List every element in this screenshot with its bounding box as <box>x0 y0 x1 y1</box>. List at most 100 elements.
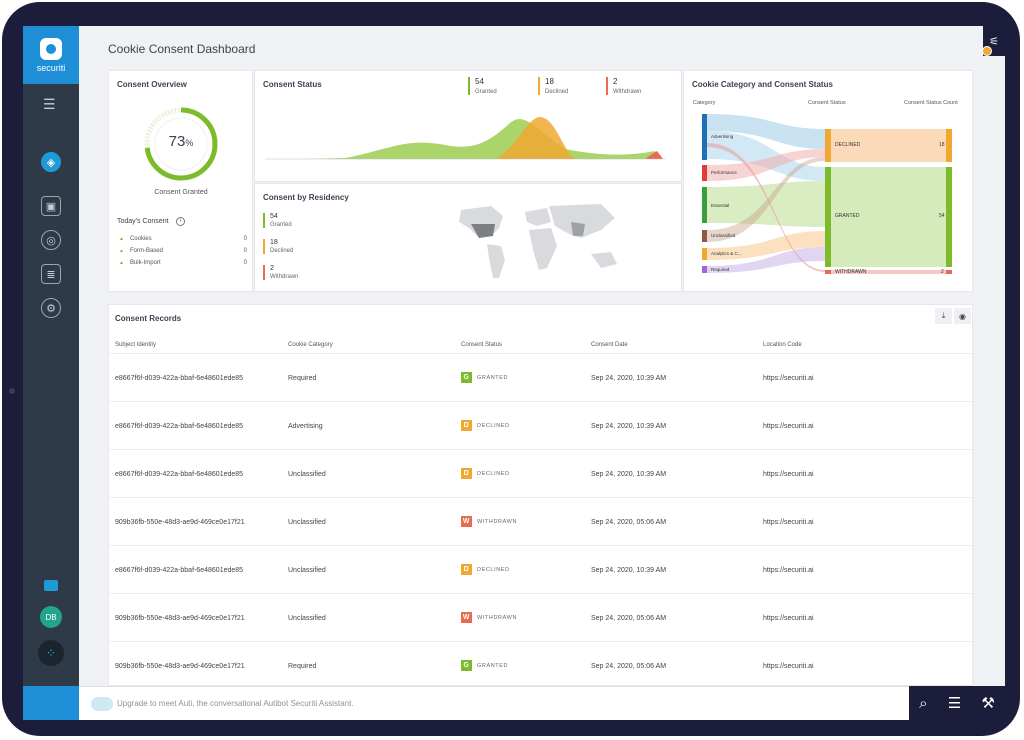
consent-area-chart <box>265 117 665 160</box>
gauge-value: 73% <box>168 133 194 150</box>
sankey-card: Cookie Category and Consent Status Categ… <box>683 70 973 292</box>
subject-identity-cell: e8667f6f-d039-422a-bbaf-6e48601ede85 <box>115 375 244 382</box>
status-badge: W WITHDRAWN <box>461 612 517 623</box>
tablet-button <box>9 388 15 394</box>
card-title: Consent by Residency <box>263 193 349 202</box>
chat-bubble-icon <box>91 697 113 711</box>
tools-panel: ⌕ ☰ ⚒ <box>909 686 1005 720</box>
today-row: ▲ Cookies 0 <box>119 236 247 242</box>
status-letter: G <box>461 372 472 383</box>
filter-icon[interactable]: ☰ <box>947 695 962 712</box>
column-header[interactable]: Cookie Category <box>288 342 333 348</box>
sankey-count: 54 <box>939 213 945 219</box>
table-row[interactable]: e8667f6f-d039-422a-bbaf-6e48601ede85 Uncl… <box>109 449 973 497</box>
table-row[interactable]: e8667f6f-d039-422a-bbaf-6e48601ede85 Adve… <box>109 401 973 449</box>
card-title: Cookie Category and Consent Status <box>692 80 833 89</box>
subject-identity-cell: 909b36fb-550e-48d3-ae9d-469ce0e17f21 <box>115 615 245 622</box>
location-code-cell: https://securiti.ai <box>763 375 814 382</box>
sankey-category: Unclassified <box>711 233 736 238</box>
location-code-cell: https://securiti.ai <box>763 567 814 574</box>
sankey-category: Essential <box>711 203 730 208</box>
search-icon[interactable]: ⌕ <box>919 694 928 712</box>
status-letter: D <box>461 564 472 575</box>
subject-identity-cell: 909b36fb-550e-48d3-ae9d-469ce0e17f21 <box>115 663 245 670</box>
document-icon[interactable]: ≣ <box>41 264 61 284</box>
cookie-category-cell: Required <box>288 375 317 382</box>
status-letter: W <box>461 516 472 527</box>
sankey-diagram <box>702 114 952 274</box>
sankey-status: WITHDRAWN <box>835 269 867 275</box>
consent-residency-card: Consent by Residency 54 Granted 18 Decline… <box>254 183 682 292</box>
cookie-category-cell: Unclassified <box>288 471 326 478</box>
sankey-category: Required <box>711 267 730 272</box>
subject-identity-cell: e8667f6f-d039-422a-bbaf-6e48601ede85 <box>115 567 244 574</box>
location-code-cell: https://securiti.ai <box>763 615 814 622</box>
menu-icon[interactable]: ☰ <box>43 96 56 112</box>
sankey-header: Consent Status <box>808 100 846 106</box>
gauge-label: Consent Granted <box>154 189 208 196</box>
sankey-count: 2 <box>941 269 944 275</box>
securiti-logo-icon <box>40 37 62 60</box>
dashboard-icon[interactable]: ◈ <box>41 152 61 172</box>
chat-icon[interactable] <box>44 580 58 591</box>
status-badge: D DECLINED <box>461 564 510 575</box>
cookie-category-cell: Advertising <box>288 423 323 430</box>
consent-records-card: Consent Records ⤓ ◉ Subject Identity Coo… <box>108 304 973 686</box>
today-row: ▲ Bulk-Import 0 <box>119 260 247 266</box>
consent-overview-card: Consent Overview 73% Consent Granted Tod… <box>108 70 253 292</box>
table-row[interactable]: 909b36fb-550e-48d3-ae9d-469ce0e17f21 Requ… <box>109 641 973 689</box>
report-icon[interactable]: ▣ <box>41 196 61 216</box>
location-code-cell: https://securiti.ai <box>763 471 814 478</box>
declined-area <box>495 117 575 159</box>
card-title: Consent Status <box>263 80 322 89</box>
records-title: Consent Records <box>115 314 182 323</box>
wrench-icon[interactable]: ⚒ <box>981 695 995 712</box>
table-row[interactable]: 909b36fb-550e-48d3-ae9d-469ce0e17f21 Uncl… <box>109 497 973 545</box>
upgrade-text[interactable]: Upgrade to meet Auti, the conversational… <box>117 699 354 708</box>
apps-icon[interactable]: ⁘ <box>38 640 64 666</box>
sankey-category: Advertising <box>711 134 734 139</box>
consent-gauge <box>144 107 218 181</box>
granted-area <box>265 119 660 159</box>
assistant-bar[interactable]: Upgrade to meet Auti, the conversational… <box>79 686 909 720</box>
consent-date-cell: Sep 24, 2020, 05:06 AM <box>591 519 667 526</box>
download-icon[interactable]: ⤓ <box>935 308 952 324</box>
notification-dot[interactable] <box>982 46 992 56</box>
table-row[interactable]: e8667f6f-d039-422a-bbaf-6e48601ede85 Uncl… <box>109 545 973 593</box>
todays-consent-title: Today's Consent <box>117 218 169 225</box>
logo[interactable]: securiti <box>23 26 79 84</box>
target-icon[interactable]: ◎ <box>41 230 61 250</box>
sankey-category: Performance <box>711 170 737 175</box>
status-badge: G GRANTED <box>461 660 508 671</box>
status-text: DECLINED <box>477 566 510 573</box>
sankey-status: GRANTED <box>835 213 860 219</box>
column-header[interactable]: Location Code <box>763 342 802 348</box>
sankey-status: DECLINED <box>835 142 861 148</box>
column-header[interactable]: Subject Identity <box>115 342 157 348</box>
table-row[interactable]: 909b36fb-550e-48d3-ae9d-469ce0e17f21 Uncl… <box>109 593 973 641</box>
status-badge: G GRANTED <box>461 372 508 383</box>
subject-identity-cell: 909b36fb-550e-48d3-ae9d-469ce0e17f21 <box>115 519 245 526</box>
status-letter: G <box>461 660 472 671</box>
status-text: WITHDRAWN <box>477 614 518 621</box>
column-header[interactable]: Consent Date <box>591 342 628 348</box>
hide-columns-icon[interactable]: ◉ <box>954 308 971 324</box>
avatar[interactable]: DB <box>40 606 62 628</box>
info-icon[interactable]: i <box>176 217 185 226</box>
status-text: WITHDRAWN <box>477 518 518 525</box>
consent-date-cell: Sep 24, 2020, 10:39 AM <box>591 375 667 382</box>
status-text: GRANTED <box>477 374 509 381</box>
status-letter: D <box>461 468 472 479</box>
gear-icon[interactable]: ⚙ <box>41 298 61 318</box>
column-header[interactable]: Consent Status <box>461 342 503 348</box>
subject-identity-cell: e8667f6f-d039-422a-bbaf-6e48601ede85 <box>115 471 244 478</box>
logo-text: securiti <box>36 62 66 73</box>
cookie-category-cell: Unclassified <box>288 615 326 622</box>
cookie-category-cell: Unclassified <box>288 519 326 526</box>
stat-granted: 54 Granted <box>468 77 497 95</box>
status-letter: D <box>461 420 472 431</box>
table-row[interactable]: e8667f6f-d039-422a-bbaf-6e48601ede85 Requ… <box>109 353 973 401</box>
screen: securiti ☰ ◈ ▣ ◎ ≣ ⚙ DB ⁘ Cookie Consent… <box>23 26 1005 720</box>
location-code-cell: https://securiti.ai <box>763 519 814 526</box>
